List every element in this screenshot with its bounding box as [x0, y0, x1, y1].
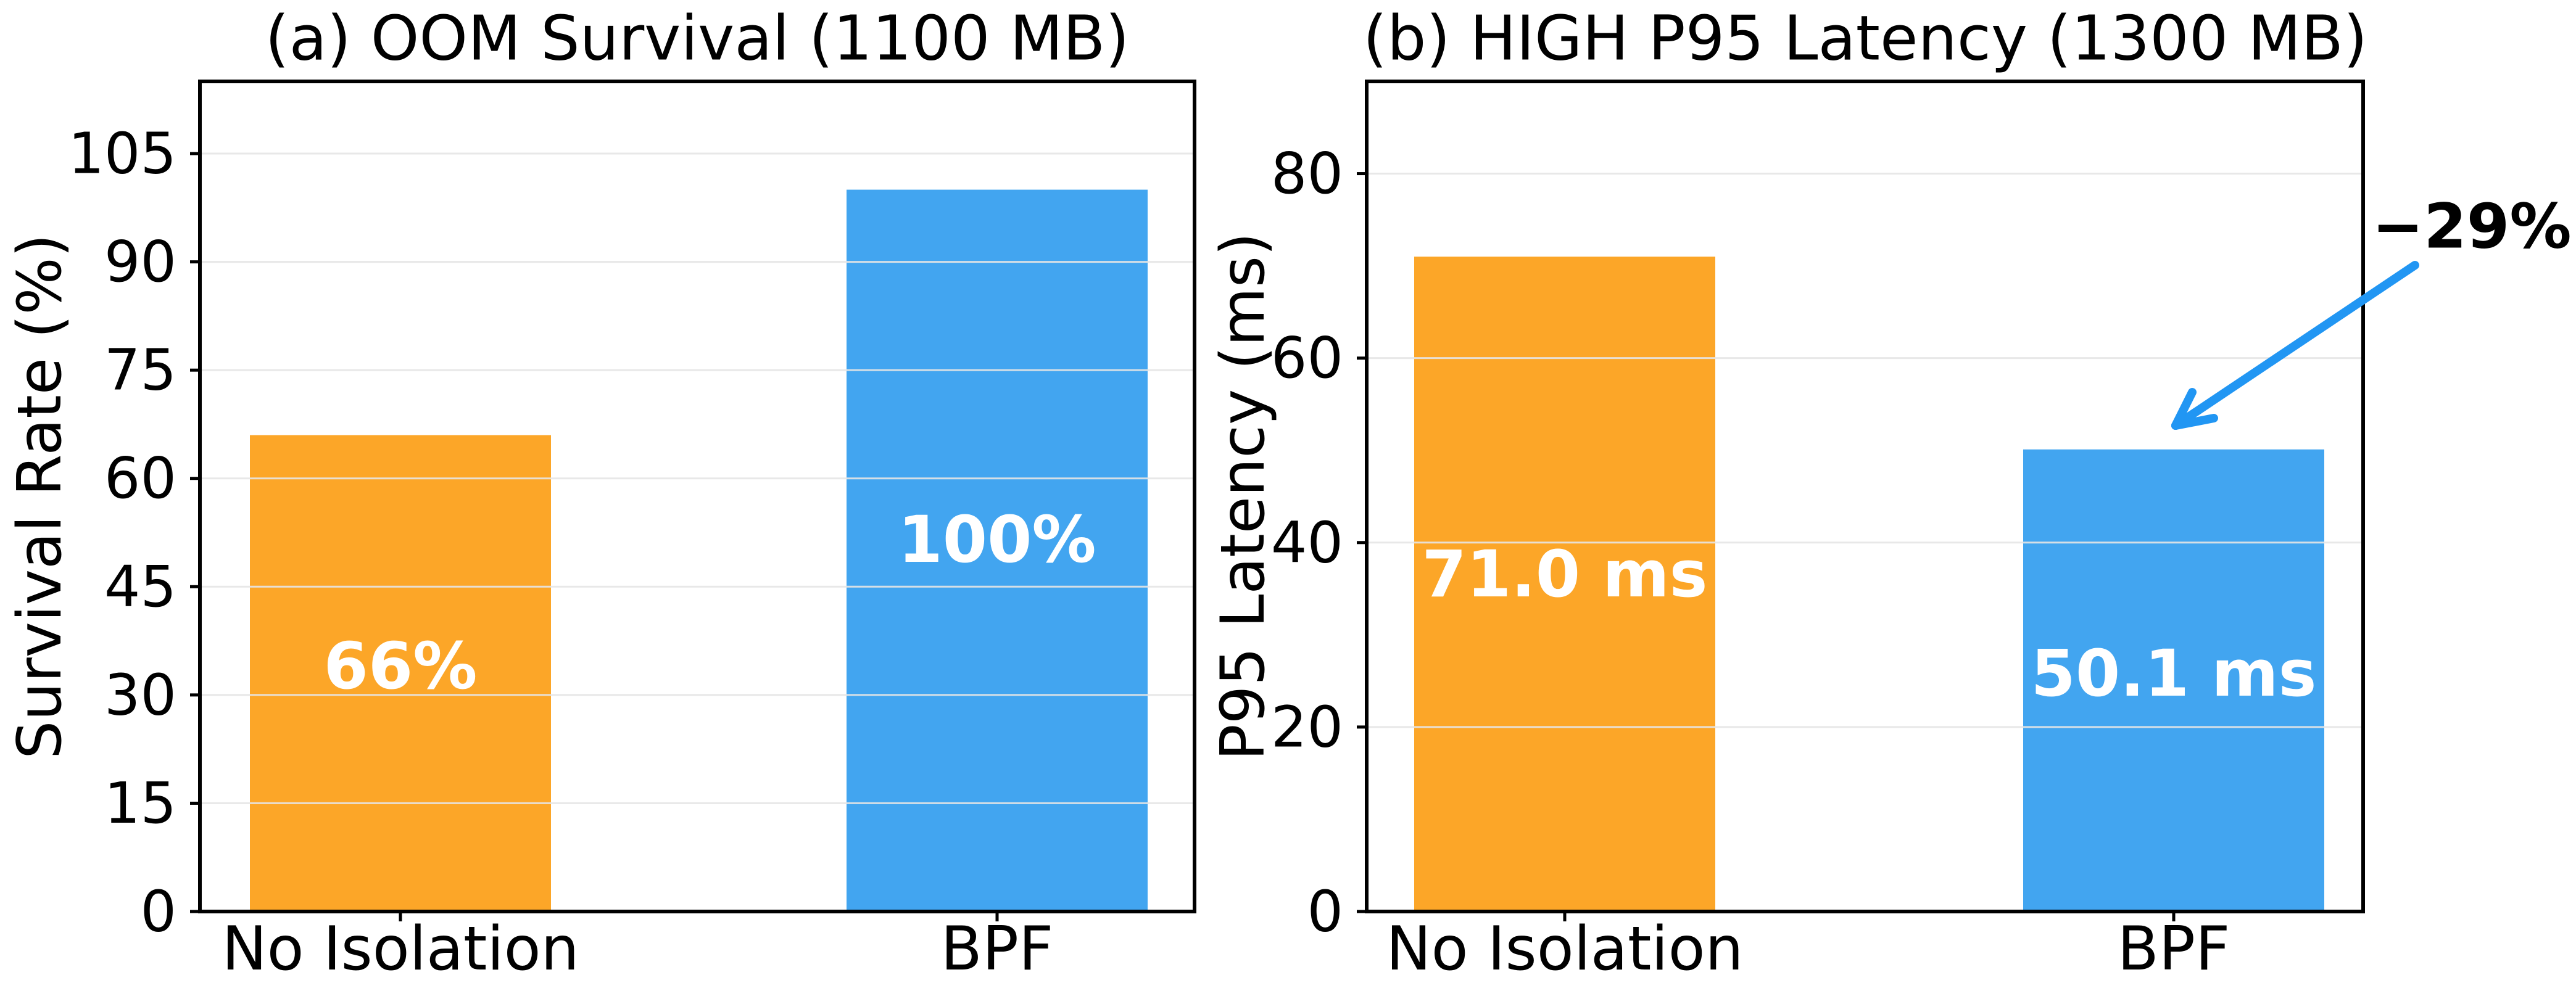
y-tick-label: 60 [1271, 325, 1343, 391]
y-tick-label: 0 [140, 879, 176, 945]
y-tick-label: 105 [68, 121, 176, 187]
subplot-b-title: (b) HIGH P95 Latency (1300 MB) [1363, 2, 2367, 75]
y-tick-label: 60 [104, 445, 176, 511]
grid-layer [1369, 173, 2361, 728]
subplot-b-y-axis-label: P95 Latency (ms) [1208, 233, 1278, 760]
x-tick-label: BPF [2118, 914, 2230, 984]
bar-bpf [847, 189, 1148, 912]
bar-bpf [2023, 449, 2324, 912]
y-tick-label: 80 [1271, 141, 1343, 207]
annotation-label: −29% [2372, 191, 2571, 263]
axes-frame [198, 80, 1196, 913]
bar-value-label: 50.1 ms [2031, 636, 2316, 711]
subplot-a-y-axis-label: Survival Rate (%) [5, 234, 75, 759]
y-tick-label: 45 [104, 554, 176, 620]
bar-label-layer: 66% 100% [324, 502, 1096, 704]
ticks-layer: 0 15 30 45 60 75 90 105 No Isolation BPF [68, 121, 1053, 984]
y-tick-label: 40 [1271, 509, 1343, 575]
x-tick-label: No Isolation [222, 914, 579, 984]
bar-label-layer: 71.0 ms 50.1 ms [1422, 537, 2316, 711]
bar-no-isolation [250, 435, 551, 912]
ticks-layer: 0 20 40 60 80 No Isolation BPF [1271, 141, 2230, 984]
annotation-arrow-icon [2171, 261, 2419, 430]
grid-layer [202, 152, 1193, 804]
y-tick-label: 20 [1271, 694, 1343, 760]
y-tick-label: 90 [104, 229, 176, 295]
x-tick-label: BPF [941, 914, 1054, 984]
y-tick-label: 15 [104, 770, 176, 836]
annotation-arrowhead-icon [2171, 388, 2197, 430]
bar-no-isolation [1414, 257, 1715, 912]
annotation-arrowhead-icon [2171, 414, 2218, 430]
bar-value-label: 71.0 ms [1422, 537, 1707, 612]
axes-frame [1365, 80, 2365, 913]
annotation-group: −29% [2171, 191, 2572, 430]
y-tick-label: 0 [1307, 879, 1343, 945]
bar-value-label: 66% [324, 628, 478, 704]
y-tick-label: 30 [104, 662, 176, 728]
bar-value-label: 100% [898, 502, 1096, 577]
x-tick-label: No Isolation [1386, 914, 1743, 984]
subplot-a-title: (a) OOM Survival (1100 MB) [265, 2, 1130, 75]
bars-layer [250, 189, 1148, 912]
bars-layer [1414, 257, 2324, 912]
y-tick-label: 75 [104, 337, 176, 403]
